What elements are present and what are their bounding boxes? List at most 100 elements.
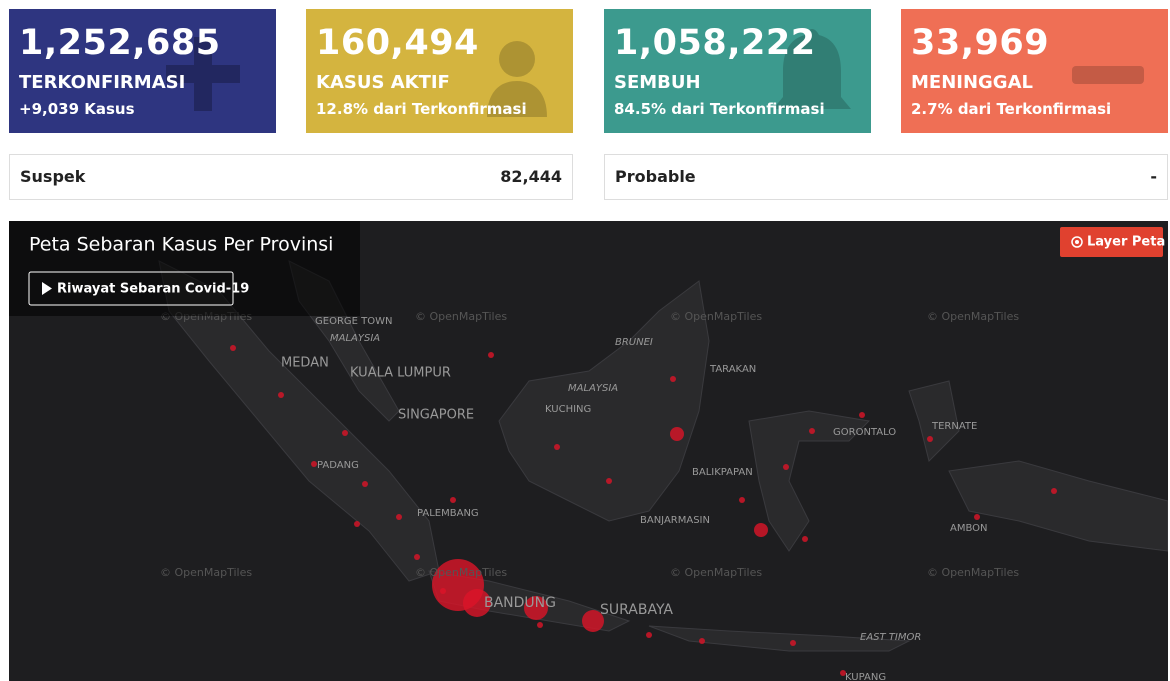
card-recovered: 1,058,222 SEMBUH 84.5% dari Terkonfirmas… [604, 9, 871, 133]
map-attribution: © OpenMapTiles [670, 310, 762, 323]
place-label: PADANG [317, 460, 359, 471]
map: © OpenMapTiles © OpenMapTiles © OpenMapTil… [9, 221, 1168, 681]
card-label: MENINGGAL [911, 72, 1033, 93]
place-label: GEORGE TOWN [315, 316, 392, 327]
place-label: GORONTALO [833, 427, 896, 438]
stat-suspect: Suspek 82,444 [9, 154, 573, 200]
case-circle [646, 632, 652, 638]
card-sub: 12.8% dari Terkonfirmasi [316, 100, 527, 118]
map-attribution: © OpenMapTiles [670, 566, 762, 579]
card-active: 160,494 KASUS AKTIF 12.8% dari Terkonfir… [306, 9, 573, 133]
title-panel [9, 221, 360, 316]
card-value: 1,058,222 [614, 23, 816, 63]
case-circle [414, 554, 420, 560]
layer-icon [1071, 236, 1083, 248]
place-label: MALAYSIA [568, 383, 618, 394]
case-circle [809, 428, 815, 434]
layer-button-label[interactable]: Layer Peta [1087, 235, 1165, 250]
card-value: 160,494 [316, 23, 479, 63]
map-attribution: © OpenMapTiles [160, 566, 252, 579]
case-circle [524, 596, 548, 620]
history-button[interactable]: Riwayat Sebaran Covid-19 [28, 271, 249, 306]
map-attribution: © OpenMapTiles [415, 566, 507, 579]
layer-button[interactable]: Layer Peta [1060, 227, 1165, 257]
map-title: Peta Sebaran Kasus Per Provinsi [29, 234, 333, 256]
place-label: SURABAYA [600, 602, 673, 618]
stat-label: Probable [615, 167, 696, 186]
stat-value: 82,444 [500, 167, 562, 186]
case-circle [362, 481, 368, 487]
case-circle [554, 444, 560, 450]
case-circle [754, 523, 768, 537]
case-circle [790, 640, 796, 646]
history-button-frame[interactable] [28, 271, 234, 306]
map-attribution: © OpenMapTiles [415, 310, 507, 323]
card-deaths: 33,969 MENINGGAL 2.7% dari Terkonfirmasi [901, 9, 1168, 133]
card-sub: +9,039 Kasus [19, 100, 135, 118]
card-value: 33,969 [911, 23, 1050, 63]
case-circle [582, 610, 604, 632]
card-sub: 84.5% dari Terkonfirmasi [614, 100, 825, 118]
case-circle [670, 427, 684, 441]
place-label: AMBON [950, 523, 988, 534]
place-label: MALAYSIA [330, 333, 380, 344]
case-circle [278, 392, 284, 398]
stat-probable: Probable - [604, 154, 1168, 200]
card-icon [166, 37, 240, 111]
card-icon [487, 41, 547, 117]
place-label: PALEMBANG [417, 508, 479, 519]
case-circle [440, 588, 446, 594]
card-value: 1,252,685 [19, 23, 221, 63]
case-circle [1051, 488, 1057, 494]
history-button-label[interactable]: Riwayat Sebaran Covid-19 [57, 282, 249, 297]
case-circle [783, 464, 789, 470]
place-label: KUALA LUMPUR [350, 366, 451, 381]
case-circle [450, 497, 456, 503]
case-circle [927, 436, 933, 442]
place-label: BALIKPAPAN [692, 467, 753, 478]
place-label: BANDUNG [484, 595, 556, 611]
place-label: EAST TIMOR [860, 632, 921, 643]
case-circles [230, 345, 1057, 676]
case-circle [606, 478, 612, 484]
case-circle [859, 412, 865, 418]
case-circle [354, 521, 360, 527]
map-attribution: © OpenMapTiles [927, 310, 1019, 323]
case-circle [739, 497, 745, 503]
layer-button-bg[interactable] [1060, 227, 1163, 257]
case-circle [230, 345, 236, 351]
place-label: BANJARMASIN [640, 515, 710, 526]
card-confirmed: 1,252,685 TERKONFIRMASI +9,039 Kasus [9, 9, 276, 133]
card-label: KASUS AKTIF [316, 72, 450, 93]
map-attribution: © OpenMapTiles [927, 566, 1019, 579]
stat-label: Suspek [20, 167, 86, 186]
place-label: TERNATE [931, 421, 977, 432]
layer-icon-dot [1075, 240, 1079, 244]
card-label: SEMBUH [614, 72, 701, 93]
place-label: BRUNEI [615, 337, 653, 348]
place-label: TARAKAN [709, 364, 756, 375]
place-label: MEDAN [281, 356, 329, 371]
case-circle [311, 461, 317, 467]
case-circle [537, 622, 543, 628]
card-label: TERKONFIRMASI [19, 72, 186, 93]
case-circle [463, 589, 491, 617]
case-circle [840, 670, 846, 676]
play-icon [42, 282, 52, 295]
card-icon [773, 29, 851, 109]
place-label: KUCHING [545, 404, 591, 415]
card-sub: 2.7% dari Terkonfirmasi [911, 100, 1112, 118]
case-circle [974, 514, 980, 520]
map-labels: © OpenMapTiles © OpenMapTiles © OpenMapTil… [160, 310, 1019, 681]
case-circle [396, 514, 402, 520]
case-circle [802, 536, 808, 542]
case-circle [670, 376, 676, 382]
stat-value: - [1150, 167, 1157, 186]
case-circle [488, 352, 494, 358]
place-label: SINGAPORE [398, 408, 474, 423]
case-circle [342, 430, 348, 436]
case-circle [699, 638, 705, 644]
card-icon [1072, 66, 1144, 84]
place-label: KUPANG [845, 672, 886, 681]
